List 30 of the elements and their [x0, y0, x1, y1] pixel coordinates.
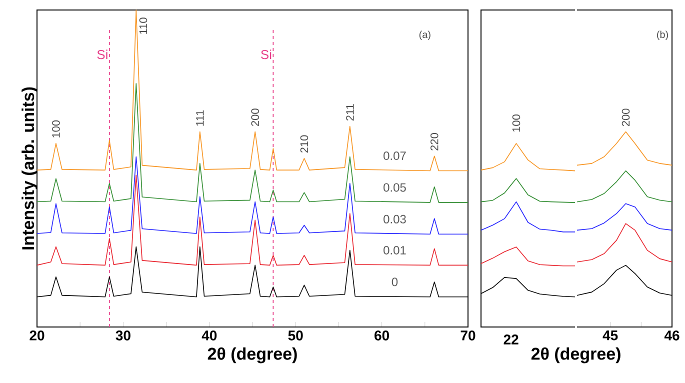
annotation: 100	[52, 120, 60, 138]
annotation: 211	[346, 104, 354, 121]
annotation: 200	[251, 108, 259, 126]
x-tick-label: 70	[460, 330, 476, 340]
x-tick-label: 40	[202, 330, 217, 340]
x-axis-title: 2θ (degree)	[531, 347, 620, 364]
annotation: 210	[300, 135, 308, 153]
annotation: 220	[430, 133, 438, 150]
annotation: 110	[139, 18, 148, 34]
annotation: 111	[196, 110, 204, 126]
y-axis-title: Intensity (arb. units)	[22, 87, 38, 250]
x-tick-label: 45	[602, 330, 618, 340]
x-tick-label: 50	[288, 330, 303, 340]
series-label: 0.05	[384, 183, 406, 192]
text: (b)	[657, 30, 668, 40]
x-tick-label: 20	[30, 330, 44, 340]
x-tick-label: 60	[374, 330, 390, 340]
annotation: (a)	[419, 30, 430, 40]
text: 22	[504, 334, 518, 344]
ref-line-label: Si	[97, 50, 108, 60]
x-tick-label: 30	[116, 330, 130, 340]
x-axis-title: 2θ (degree)	[208, 347, 297, 364]
series-label: 0.01	[384, 246, 406, 254]
text: 100	[512, 114, 520, 132]
series-label: 0	[392, 278, 398, 286]
series-label: 0.07	[384, 152, 406, 160]
ref-line-label: Si	[261, 50, 272, 60]
x-tick-label: 46	[664, 330, 680, 340]
annotation: 200	[622, 108, 630, 126]
series-label: 0.03	[384, 214, 406, 224]
